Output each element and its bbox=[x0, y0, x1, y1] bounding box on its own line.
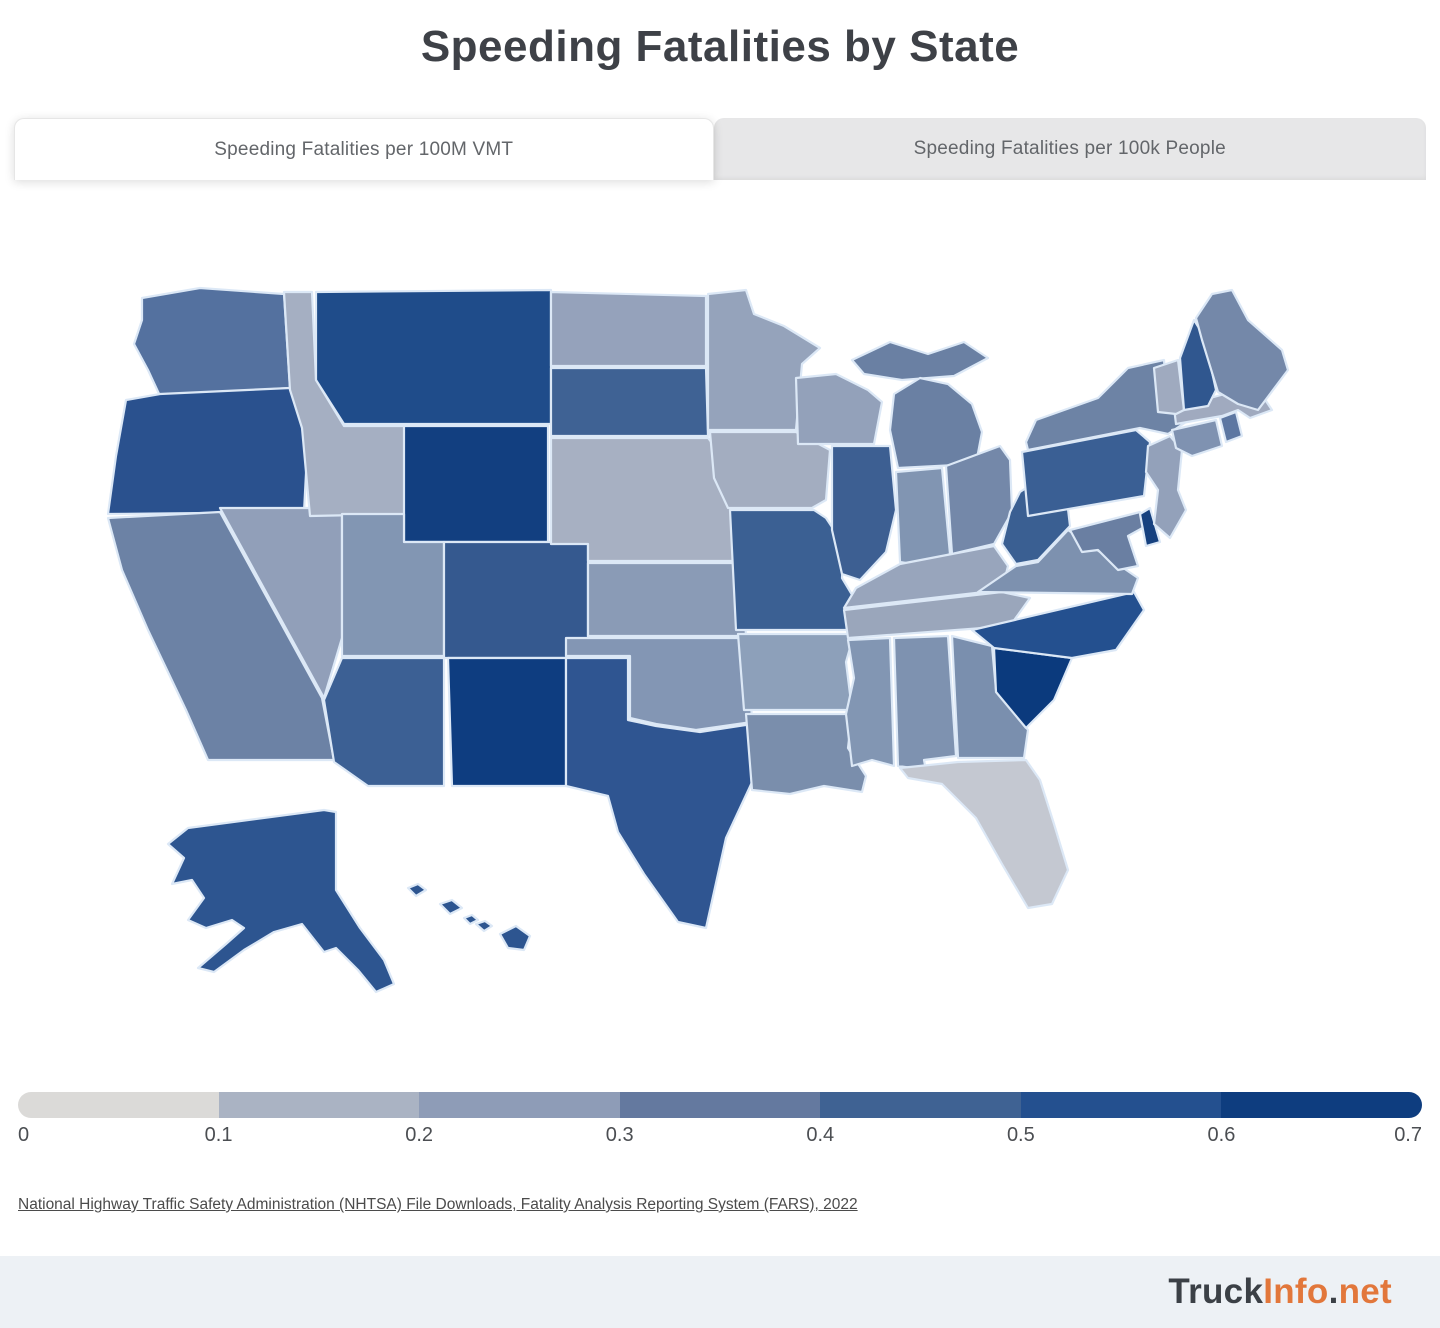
state-kansas[interactable]: Kansas: 0.28 bbox=[586, 561, 748, 638]
brand-part: Truck bbox=[1168, 1272, 1264, 1311]
state-new-mexico[interactable]: New Mexico: 0.66 bbox=[446, 656, 568, 788]
legend-segment bbox=[1020, 1092, 1222, 1118]
footer-band: TruckInfo.net bbox=[0, 1256, 1440, 1328]
state-kentucky[interactable]: Kentucky: 0.24 bbox=[842, 544, 1010, 610]
us-choropleth-map: Washington: 0.38 Oregon: 0.52 California… bbox=[96, 278, 1344, 1070]
state-hawaii-maui[interactable]: Hawaii: 0.46 bbox=[474, 919, 494, 933]
state-texas[interactable]: Texas: 0.46 bbox=[564, 656, 756, 930]
state-florida[interactable]: Florida: 0.15 bbox=[898, 758, 1070, 910]
state-hawaii-oahu[interactable]: Hawaii: 0.46 bbox=[438, 898, 464, 916]
state-alaska[interactable]: Alaska: 0.47 bbox=[166, 808, 396, 994]
legend-segment bbox=[18, 1092, 219, 1118]
legend-tick-label: 0.1 bbox=[204, 1124, 233, 1146]
state-california[interactable]: California: 0.34 bbox=[106, 510, 336, 762]
brand-part: . bbox=[1328, 1272, 1339, 1311]
legend-segment bbox=[619, 1092, 821, 1118]
legend-tick-label: 0.4 bbox=[806, 1124, 835, 1146]
state-hawaii-kauai[interactable]: Hawaii: 0.46 bbox=[406, 882, 428, 898]
legend-segment bbox=[820, 1092, 1021, 1118]
brand-logo: TruckInfo.net bbox=[1168, 1272, 1392, 1312]
state-vermont[interactable]: Vermont: 0.22 bbox=[1152, 358, 1186, 416]
source-row: National Highway Traffic Safety Administ… bbox=[18, 1196, 858, 1214]
state-hawaii-big-island[interactable]: Hawaii: 0.46 bbox=[498, 924, 532, 952]
legend-segment bbox=[218, 1092, 420, 1118]
state-arizona[interactable]: Arizona: 0.44 bbox=[322, 656, 446, 788]
state-south-dakota[interactable]: South Dakota: 0.42 bbox=[549, 366, 710, 438]
legend-tick-label: 0.2 bbox=[405, 1124, 434, 1146]
state-wisconsin[interactable]: Wisconsin: 0.25 bbox=[794, 372, 884, 446]
state-alabama[interactable]: Alabama: 0.31 bbox=[892, 634, 958, 772]
legend-tick-label: 0 bbox=[18, 1124, 30, 1146]
state-oregon[interactable]: Oregon: 0.52 bbox=[106, 386, 312, 516]
state-north-carolina[interactable]: North Carolina: 0.53 bbox=[970, 590, 1146, 660]
state-new-hampshire[interactable]: New Hampshire: 0.45 bbox=[1178, 318, 1218, 412]
state-north-dakota[interactable]: North Dakota: 0.25 bbox=[549, 290, 708, 368]
brand-part: net bbox=[1338, 1272, 1392, 1311]
state-wyoming[interactable]: Wyoming: 0.62 bbox=[402, 424, 550, 544]
state-illinois[interactable]: Illinois: 0.44 bbox=[830, 444, 898, 582]
legend-tick-label: 0.3 bbox=[605, 1124, 634, 1146]
tab-per-100k-people[interactable]: Speeding Fatalities per 100k People bbox=[713, 118, 1426, 180]
state-minnesota[interactable]: Minnesota: 0.25 bbox=[706, 288, 822, 432]
state-virginia[interactable]: Virginia: 0.32 bbox=[976, 528, 1140, 596]
legend-tick-label: 0.6 bbox=[1207, 1124, 1236, 1146]
state-ohio[interactable]: Ohio: 0.33 bbox=[944, 444, 1014, 556]
state-hawaii-molokai[interactable]: Hawaii: 0.46 bbox=[462, 913, 480, 926]
tab-per-100m-vmt[interactable]: Speeding Fatalities per 100M VMT bbox=[14, 118, 714, 180]
state-michigan-upper-peninsula[interactable]: Michigan: 0.35 bbox=[850, 340, 990, 382]
tab-bar: Speeding Fatalities per 100M VMT Speedin… bbox=[14, 118, 1426, 180]
state-mississippi[interactable]: Mississippi: 0.3 bbox=[844, 636, 896, 768]
brand-part: Info bbox=[1263, 1272, 1329, 1311]
page-title: Speeding Fatalities by State bbox=[420, 22, 1020, 71]
legend-ticks: 0 0.1 0.2 0.3 0.4 0.5 0.6 0.7 bbox=[18, 1124, 1422, 1150]
state-arkansas[interactable]: Arkansas: 0.27 bbox=[736, 632, 856, 712]
legend-color-bar bbox=[18, 1092, 1422, 1118]
legend-segment bbox=[1221, 1092, 1422, 1118]
state-maine[interactable]: Maine: 0.34 bbox=[1194, 288, 1290, 412]
legend-tick-label: 0.7 bbox=[1394, 1124, 1422, 1146]
legend-tick-label: 0.5 bbox=[1006, 1124, 1035, 1146]
state-montana[interactable]: Montana: 0.55 bbox=[314, 288, 553, 426]
state-michigan[interactable]: Michigan: 0.35 bbox=[888, 376, 984, 470]
legend-segment bbox=[419, 1092, 620, 1118]
state-delaware[interactable]: Delaware: 0.57 bbox=[1138, 506, 1162, 548]
state-indiana[interactable]: Indiana: 0.31 bbox=[894, 466, 952, 568]
source-link[interactable]: National Highway Traffic Safety Administ… bbox=[18, 1196, 858, 1213]
state-rhode-island[interactable]: Rhode Island: 0.38 bbox=[1218, 410, 1244, 444]
state-washington[interactable]: Washington: 0.38 bbox=[132, 286, 292, 398]
state-connecticut[interactable]: Connecticut: 0.31 bbox=[1170, 418, 1224, 458]
